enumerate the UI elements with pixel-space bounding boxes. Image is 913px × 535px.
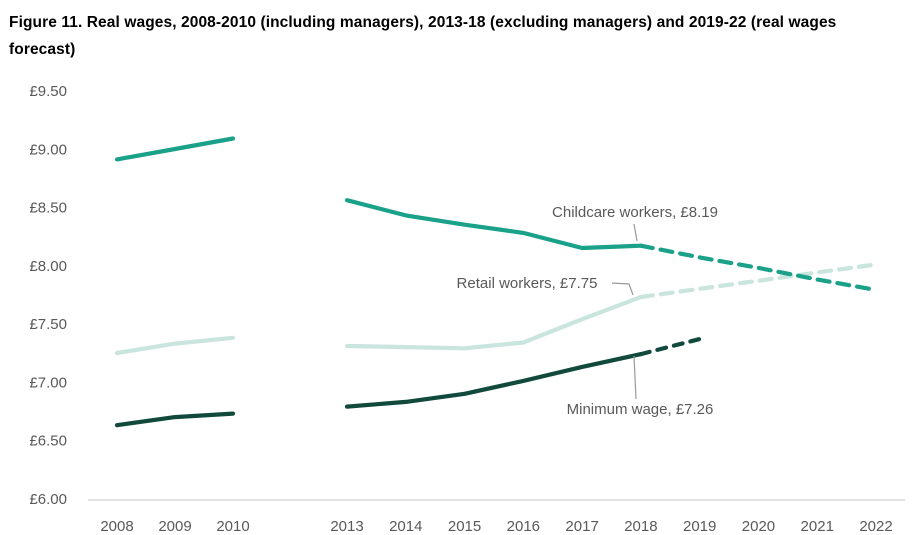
y-tick-label: £6.50	[29, 433, 67, 450]
x-tick-label: 2019	[683, 518, 716, 535]
figure-title: Figure 11. Real wages, 2008-2010 (includ…	[9, 14, 837, 58]
x-tick-label: 2009	[158, 518, 191, 535]
series-retail-solid-line	[114, 335, 236, 356]
x-tick-label: 2013	[330, 518, 363, 535]
x-tick-label: 2021	[801, 518, 834, 535]
annotation-retail-label: Retail workers, £7.75	[457, 275, 598, 292]
series-childcare-solid-line	[344, 198, 644, 251]
x-tick-label: 2020	[742, 518, 775, 535]
x-tick-label: 2017	[565, 518, 598, 535]
series-childcare-dashed-line	[638, 243, 879, 293]
y-tick-label: £9.00	[29, 141, 67, 158]
x-tick-label: 2016	[507, 518, 540, 535]
series-childcare-solid-line	[114, 136, 236, 162]
x-tick-label: 2014	[389, 518, 422, 535]
x-tick-label: 2018	[624, 518, 657, 535]
x-tick-label: 2015	[448, 518, 481, 535]
series-retail-dashed-line	[638, 262, 879, 300]
series-minimum_wage-dashed-line	[638, 336, 702, 357]
y-tick-label: £8.50	[29, 200, 67, 217]
x-tick-label: 2022	[859, 518, 892, 535]
series-minimum_wage-solid-line	[344, 352, 644, 409]
annotation-retail-connector	[611, 282, 634, 296]
annotation-minimum_wage-connector	[633, 355, 637, 400]
y-tick-label: £9.50	[29, 83, 67, 100]
y-tick-label: £8.00	[29, 258, 67, 275]
y-tick-label: £7.00	[29, 374, 67, 391]
y-tick-label: £6.00	[29, 491, 67, 508]
series-retail-solid-line	[344, 294, 644, 351]
series-minimum_wage-solid-line	[114, 411, 236, 428]
annotation-childcare-connector	[633, 223, 638, 242]
x-tick-label: 2008	[100, 518, 133, 535]
annotation-childcare-label: Childcare workers, £8.19	[552, 204, 718, 221]
annotation-minimum_wage-label: Minimum wage, £7.26	[567, 401, 714, 418]
y-tick-label: £7.50	[29, 316, 67, 333]
x-tick-label: 2010	[216, 518, 249, 535]
